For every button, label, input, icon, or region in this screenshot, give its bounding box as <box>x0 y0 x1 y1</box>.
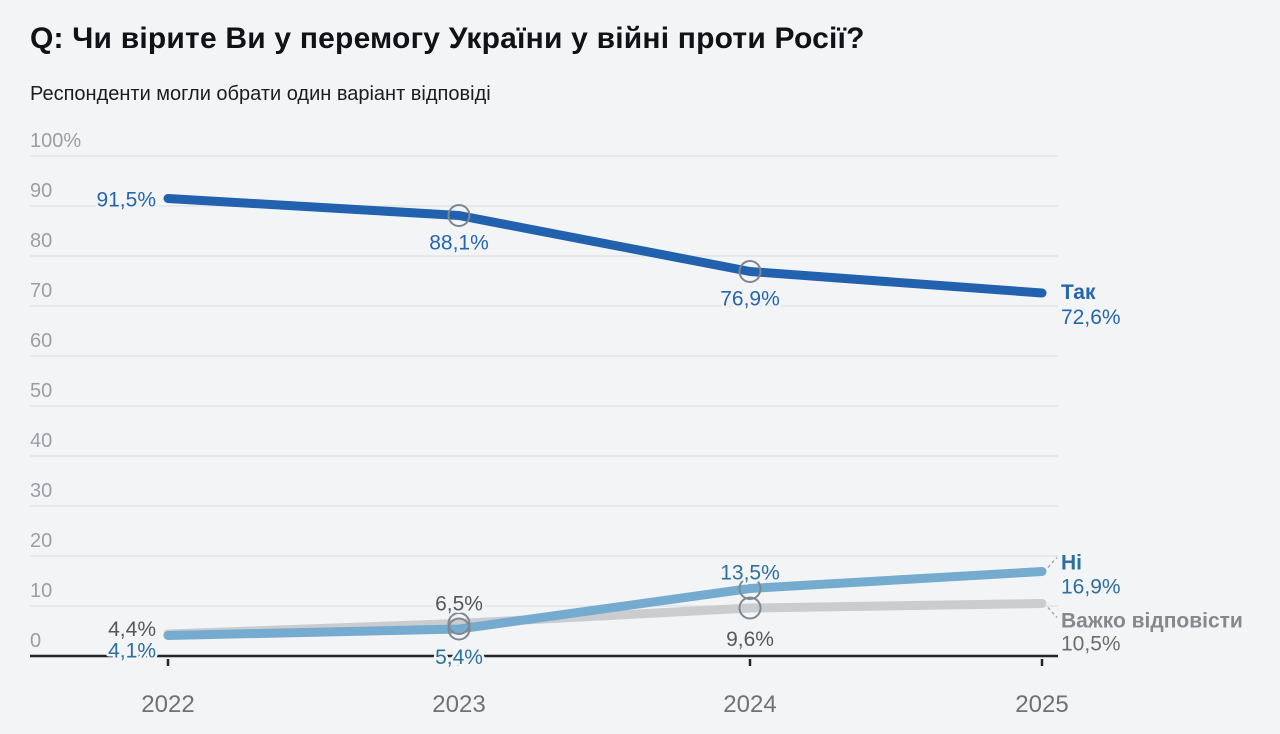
y-axis-label: 80 <box>30 230 52 252</box>
chart-title: Q: Чи вірите Ви у перемогу України у вій… <box>30 22 865 55</box>
data-point-label: 5,4% <box>435 646 483 669</box>
data-point-label: 88,1% <box>429 232 489 255</box>
label-connector <box>1047 556 1058 569</box>
chart-subtitle: Респонденти могли обрати один варіант ві… <box>30 83 491 105</box>
y-axis-label: 100% <box>30 130 81 152</box>
x-axis-label: 2025 <box>1015 691 1068 718</box>
y-axis-label: 30 <box>30 480 52 502</box>
series-name-label: Ні <box>1061 552 1082 575</box>
data-point-marker <box>447 612 471 635</box>
data-point-label: 4,4% <box>108 618 156 641</box>
series-name-label: Важко відповісти <box>1061 610 1243 633</box>
x-axis-label: 2023 <box>432 691 485 718</box>
data-point-label: 76,9% <box>720 288 780 311</box>
y-axis-label: 10 <box>30 580 52 602</box>
label-connector <box>1047 606 1058 619</box>
series-line-Ні <box>163 567 1047 640</box>
data-point-label: 91,5% <box>96 189 156 212</box>
data-point-marker <box>447 617 471 641</box>
data-point-label: 6,5% <box>435 593 483 616</box>
series-value-label: 10,5% <box>1061 633 1121 656</box>
series-value-label: 16,9% <box>1061 576 1121 599</box>
x-axis-label: 2022 <box>141 691 194 718</box>
y-axis-label: 90 <box>30 180 52 202</box>
x-axis-label: 2024 <box>723 691 776 718</box>
y-axis-label: 20 <box>30 530 52 552</box>
data-point-marker <box>738 596 762 620</box>
y-axis-label: 60 <box>30 330 52 352</box>
y-axis-label: 40 <box>30 430 52 452</box>
series-line-Так <box>163 194 1047 298</box>
y-axis-label: 50 <box>30 380 52 402</box>
data-point-label: 4,1% <box>108 640 156 663</box>
series-name-label: Так <box>1061 281 1096 304</box>
data-point-marker <box>738 260 762 283</box>
data-point-label: 13,5% <box>720 562 780 585</box>
data-point-label: 9,6% <box>726 628 774 651</box>
series-value-label: 72,6% <box>1061 306 1121 329</box>
y-axis-label: 70 <box>30 280 52 302</box>
data-point-marker <box>738 577 762 600</box>
data-point-marker <box>447 204 471 227</box>
y-axis-label: 0 <box>30 630 41 652</box>
